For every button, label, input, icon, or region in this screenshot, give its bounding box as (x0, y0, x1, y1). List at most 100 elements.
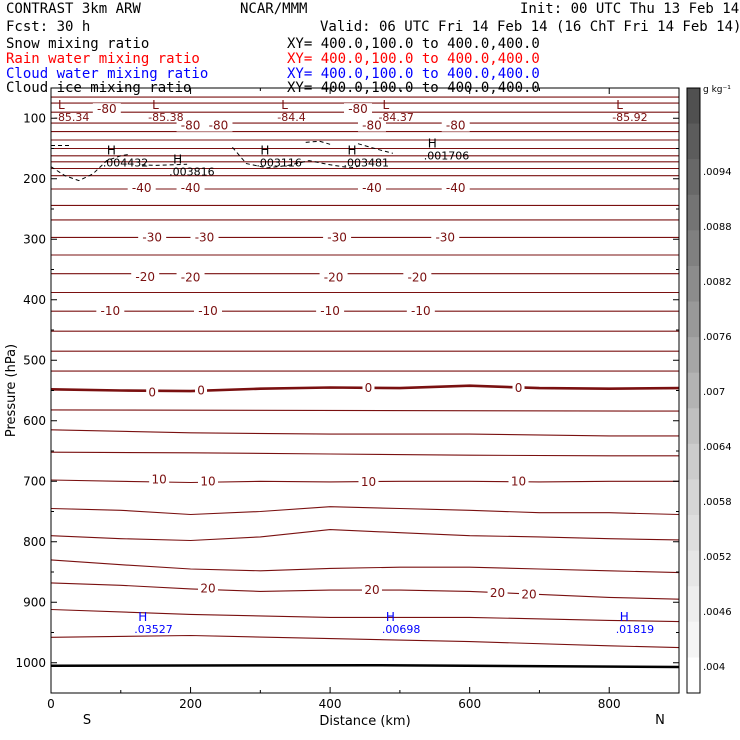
y-tick-label: 500 (23, 353, 46, 367)
extremum-value: -84.37 (378, 111, 413, 124)
model-title: CONTRAST 3km ARW (6, 1, 141, 17)
isotherm-label-bg (518, 588, 539, 601)
colorbar-label: .0064 (703, 442, 732, 453)
valid-time: Valid: 06 UTC Fri 14 Feb 14 (16 ChT Fri … (320, 19, 740, 35)
extremum-value: .001706 (424, 149, 470, 162)
snow-contour-line (141, 163, 188, 166)
isotherm-label: -30 (195, 230, 215, 244)
isotherm-label-bg (149, 473, 170, 486)
isotherm-label: -40 (132, 181, 152, 195)
isotherm-line (50, 429, 679, 437)
colorbar-label: .0058 (703, 497, 732, 508)
colorbar-swatch (687, 408, 700, 445)
isotherm-label: -30 (142, 230, 162, 244)
isotherm-label: 10 (200, 474, 215, 488)
extremum-type: H (107, 144, 116, 158)
x-tick-label: 0 (47, 697, 55, 711)
isotherm-label-bg (406, 305, 435, 318)
isotherm-label: -10 (101, 304, 121, 318)
extremum-value: -85.38 (148, 111, 183, 124)
colorbar-swatch (687, 657, 700, 694)
snow-contour-line (357, 143, 394, 154)
extremum-type: H (173, 153, 182, 167)
colorbar-swatch (687, 586, 700, 623)
extremum-type: H (138, 610, 147, 624)
extremum-value: .01819 (616, 623, 655, 636)
isotherm-label: 20 (490, 586, 505, 600)
y-tick-label: 1000 (15, 656, 46, 670)
extremum-type: H (620, 610, 629, 624)
isotherm-label: -80 (348, 102, 368, 116)
isotherm-label: -10 (198, 304, 218, 318)
colorbar-swatch (687, 265, 700, 303)
isotherm-label-bg (194, 305, 222, 318)
isotherm-line (50, 529, 680, 542)
field-xy-cloud-water: XY= 400.0,100.0 to 400.0,400.0 (287, 66, 540, 82)
colorbar-unit: g kg⁻¹ (703, 85, 731, 95)
isotherm-label-bg (403, 271, 432, 284)
extremum-type: L (152, 98, 159, 112)
y-tick-label: 300 (23, 232, 46, 246)
extremum-value: .003116 (256, 157, 302, 170)
colorbar-swatch (687, 337, 700, 374)
y-tick-label: 100 (23, 111, 46, 125)
colorbar-frame (686, 87, 701, 694)
isotherm-label-bg (127, 181, 156, 194)
forecast-hour: Fcst: 30 h (6, 19, 91, 35)
isotherm-label: -80 (97, 102, 117, 116)
extrema-layer: L-85.34L-85.38L-84.4L-84.37L-85.92H.0044… (54, 98, 654, 636)
colorbar-label: .004 (703, 662, 725, 673)
ground-layer (50, 663, 680, 669)
isotherm-label-bg (138, 231, 167, 244)
y-tick-label: 600 (23, 414, 46, 428)
x-axis-title: Distance (km) (319, 714, 410, 729)
colorbar-swatch (687, 159, 700, 196)
colorbar-swatch (687, 123, 700, 160)
init-time: Init: 00 UTC Thu 13 Feb 14 (520, 1, 740, 17)
field-name-snow: Snow mixing ratio (6, 36, 150, 52)
extremum-value: -84.4 (277, 111, 305, 124)
x-end-label-left: S (83, 713, 91, 728)
extremum-type: H (260, 144, 269, 158)
y-tick-label: 800 (23, 535, 46, 549)
colorbar-label: .0076 (703, 332, 732, 343)
isotherm-label-bg (357, 119, 386, 132)
isotherm-label: -20 (324, 270, 344, 284)
isotherm-label-bg (131, 270, 160, 283)
y-axis-title: Pressure (hPa) (4, 344, 19, 437)
extremum-value: .03527 (134, 623, 173, 636)
isotherm-label-bg (441, 181, 470, 194)
isotherm-label-layer: -80 -80 -80 -80 -80 -80 -40 -40 -40 -40 -30 -30 -30 -… (92, 102, 539, 601)
colorbar-swatch (687, 88, 700, 125)
isotherm-label-bg (323, 231, 352, 244)
isotherm-label: -80 (362, 119, 382, 133)
isotherm-label: 0 (148, 385, 156, 399)
x-tick-label: 200 (179, 697, 202, 711)
isotherm-label-bg (176, 271, 205, 284)
isotherm-label: 0 (365, 381, 373, 395)
extremum-value: .003481 (344, 157, 390, 170)
isotherm-line (50, 634, 680, 649)
isotherm-label-bg (487, 587, 508, 600)
x-tick-label: 600 (458, 697, 481, 711)
isotherm-label-bg (512, 382, 525, 395)
extremum-type: H (386, 610, 395, 624)
isotherm-label-bg (361, 584, 382, 597)
x-end-label-right: N (655, 713, 665, 728)
isotherm-label-bg (344, 103, 373, 116)
isotherm-label-bg (441, 119, 470, 132)
isotherm-label-bg (357, 181, 386, 194)
extremum-value: -85.34 (54, 111, 89, 124)
isotherm-label-bg (204, 119, 233, 132)
isotherm-label: 20 (364, 583, 379, 597)
snow-contour-line (50, 154, 128, 182)
colorbar-swatch (687, 230, 700, 267)
isotherm-line (50, 608, 680, 623)
colorbar-label: .007 (703, 387, 725, 398)
snow-contour-line (305, 140, 331, 145)
colorbar-swatch (687, 443, 700, 480)
isotherm-label-bg (198, 475, 218, 488)
extremum-value: .004432 (103, 157, 149, 170)
